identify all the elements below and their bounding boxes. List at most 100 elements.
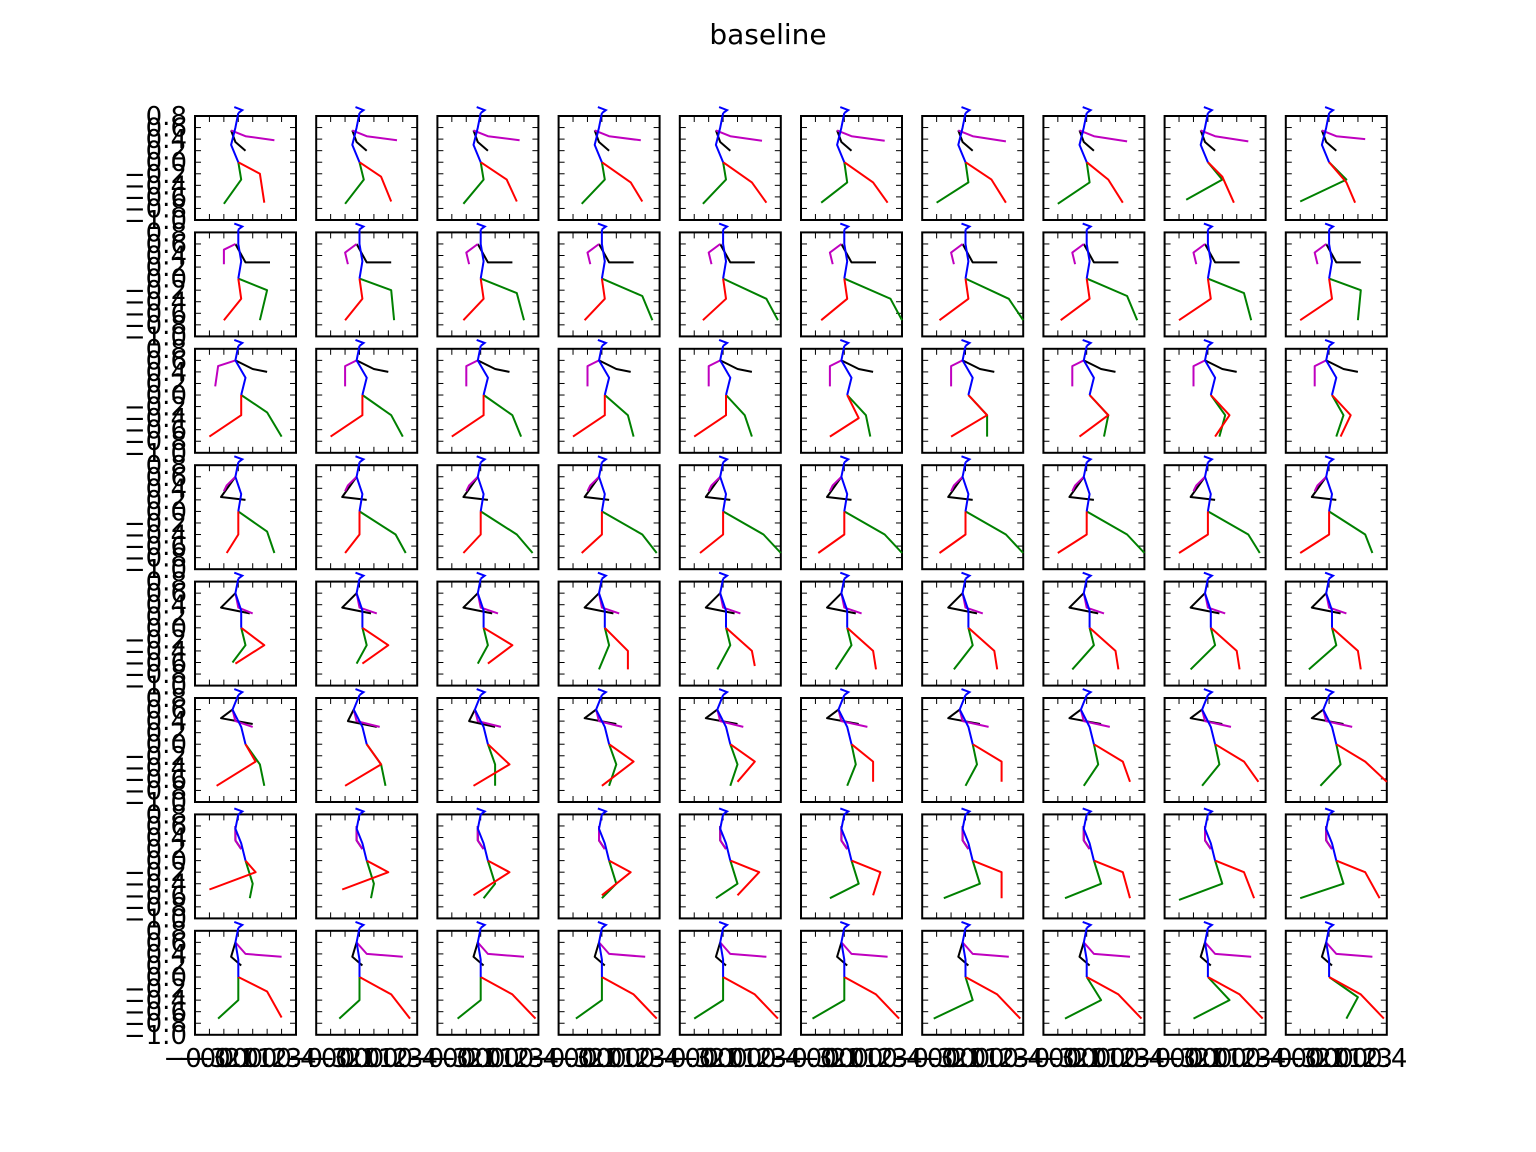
y-tick-label: 0.6	[146, 346, 187, 376]
spine-line	[719, 927, 725, 977]
spine-line	[472, 112, 482, 163]
arm-a-line	[1200, 129, 1249, 143]
arm-a-line	[598, 941, 646, 958]
y-tick-label: −0.8	[124, 544, 187, 574]
arm-a-line	[950, 359, 964, 387]
spine-line	[1325, 927, 1331, 977]
leg-b-line	[702, 162, 727, 205]
spine-line	[961, 462, 970, 512]
arm-b-line	[346, 709, 377, 728]
x-tick-label: 0.2	[1095, 1044, 1136, 1074]
leg-b-line	[843, 510, 903, 554]
subplot-r7-c2	[315, 807, 419, 920]
leg-b-line	[693, 977, 725, 1020]
spine-line	[840, 462, 849, 512]
leg-b-line	[1086, 510, 1146, 554]
leg-a-line	[699, 511, 725, 554]
leg-b-line	[843, 277, 903, 321]
leg-a-line	[1078, 394, 1110, 438]
spine-line	[595, 694, 611, 745]
axes-frame	[1042, 813, 1146, 920]
axes-frame	[315, 580, 419, 687]
spine-line	[1325, 345, 1338, 396]
x-tick-label: 0.0	[218, 1044, 259, 1074]
arm-b-line	[598, 359, 631, 373]
spine-line	[1320, 112, 1331, 163]
axes-frame	[194, 231, 297, 338]
arm-a-line	[594, 129, 641, 142]
subplot-r4-c3	[436, 455, 540, 571]
head-line	[1324, 338, 1336, 347]
arm-b-line	[1204, 359, 1237, 373]
spine-line	[964, 229, 970, 279]
arm-a-line	[1192, 359, 1206, 387]
y-tick-label: −0.4	[124, 637, 187, 667]
leg-b-line	[1207, 510, 1261, 554]
axes-frame	[678, 580, 782, 687]
head-line	[476, 920, 487, 929]
y-tick-label: 0.6	[146, 696, 187, 726]
arm-a-line	[344, 476, 358, 492]
x-tick-label: −0.1	[1283, 1044, 1346, 1074]
axes-frame	[315, 231, 419, 338]
y-tick-label: −0.8	[124, 311, 187, 341]
leg-a-line	[843, 161, 889, 204]
axes-frame	[921, 464, 1025, 571]
x-tick-label: 0.4	[639, 1044, 680, 1074]
y-tick-label: −0.8	[124, 776, 187, 806]
subplot-r2-c7	[921, 222, 1025, 338]
spine-line	[1204, 927, 1209, 977]
x-tick-label: 0.1	[1080, 1044, 1121, 1074]
x-tick-label: 0.2	[246, 1044, 287, 1074]
leg-b-line	[1328, 277, 1362, 321]
subplot-r5-c4	[557, 571, 661, 687]
head-line	[1324, 807, 1336, 816]
subplot-r5-c10	[1284, 571, 1388, 687]
leg-b-line	[953, 627, 974, 671]
leg-a-line	[1331, 627, 1362, 670]
leg-a-line	[729, 743, 756, 783]
head-line	[1082, 338, 1093, 347]
y-tick-label: −1.0	[124, 206, 187, 236]
subplot-r4-c9	[1163, 455, 1267, 571]
arm-b-line	[836, 130, 853, 152]
arm-b-line	[1325, 359, 1359, 373]
y-tick-label: 0.8	[146, 218, 187, 248]
axes-frame	[436, 115, 540, 221]
subplot-r1-c5	[678, 106, 782, 221]
arm-b-line	[1310, 476, 1337, 501]
head-line	[355, 688, 366, 696]
head-line	[839, 920, 851, 929]
axes-frame	[194, 813, 297, 920]
axes-frame	[1163, 580, 1267, 687]
leg-b-line	[237, 510, 276, 554]
subplot-r8-c10: −0.3−0.2−0.10.00.10.20.30.4	[1254, 920, 1407, 1074]
subplot-r7-c1: 0.80.60.40.20.0−0.2−0.4−0.6−0.8−1.0	[124, 800, 297, 934]
leg-a-line	[722, 976, 779, 1020]
leg-a-line	[583, 278, 606, 321]
subplot-r1-c9	[1163, 106, 1267, 221]
leg-a-line	[1210, 394, 1231, 438]
axes-frame	[557, 231, 661, 338]
axes-frame	[315, 464, 419, 571]
y-tick-label: 0.2	[146, 835, 187, 865]
subplot-r4-c2	[315, 455, 419, 571]
spine-line	[476, 578, 485, 628]
y-tick-label: 0.2	[146, 253, 187, 283]
axes-frame	[194, 697, 297, 803]
head-line	[1203, 222, 1214, 231]
spine-line	[714, 112, 725, 163]
x-tick-label: −0.2	[1147, 1044, 1210, 1074]
spine-line	[1206, 229, 1212, 279]
arm-a-line	[836, 129, 885, 142]
leg-a-line	[344, 743, 383, 787]
subplot-r2-c9	[1163, 222, 1267, 338]
y-tick-label: 0.4	[146, 125, 187, 155]
spine-line	[1082, 578, 1091, 628]
head-line	[1203, 807, 1214, 816]
spine-line	[473, 694, 489, 745]
head-line	[233, 571, 245, 580]
head-line	[1324, 455, 1336, 464]
arm-a-line	[1204, 941, 1252, 958]
head-line	[1082, 688, 1093, 696]
